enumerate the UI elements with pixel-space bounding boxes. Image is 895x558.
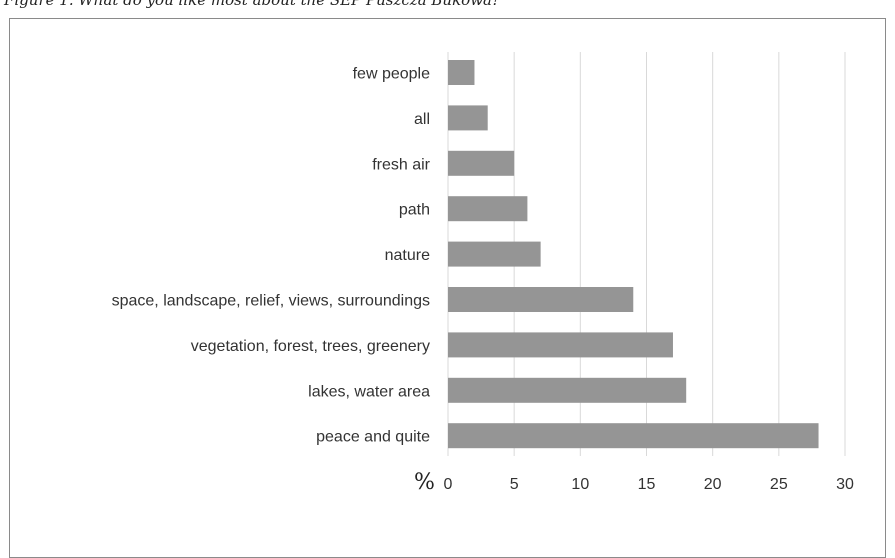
category-label: nature [385, 247, 430, 264]
x-tick-label: 15 [638, 476, 656, 493]
x-tick-label: 0 [444, 476, 453, 493]
category-labels: few people all fresh air path nature space, l… [112, 66, 431, 446]
bar [448, 105, 488, 131]
bar-chart: few people all fresh air path nature space, l… [112, 52, 854, 495]
category-label: few people [353, 66, 430, 83]
bar [448, 241, 541, 267]
bar [448, 60, 475, 85]
x-tick-labels: 0 5 10 15 20 25 30 [444, 476, 854, 493]
x-tick-label: 25 [770, 476, 788, 493]
x-tick-label: 5 [510, 476, 519, 493]
bars [448, 60, 819, 449]
category-label: fresh air [372, 156, 430, 173]
category-label: path [399, 202, 430, 219]
category-label: vegetation, forest, trees, greenery [191, 338, 430, 355]
bar [448, 196, 528, 222]
bar [448, 377, 687, 403]
bar [448, 287, 634, 312]
category-label: all [414, 111, 430, 128]
bar [448, 332, 673, 358]
category-label: space, landscape, relief, views, surroun… [112, 293, 430, 310]
bar [448, 423, 819, 449]
figure-caption: Figure 1. What do you like most about th… [4, 0, 501, 9]
x-tick-label: 20 [704, 476, 722, 493]
x-tick-label: 30 [836, 476, 854, 493]
category-label: lakes, water area [308, 383, 430, 400]
category-label: peace and quite [316, 429, 430, 446]
bar [448, 150, 515, 176]
x-axis-unit-label: % [414, 470, 435, 495]
x-tick-label: 10 [571, 476, 589, 493]
